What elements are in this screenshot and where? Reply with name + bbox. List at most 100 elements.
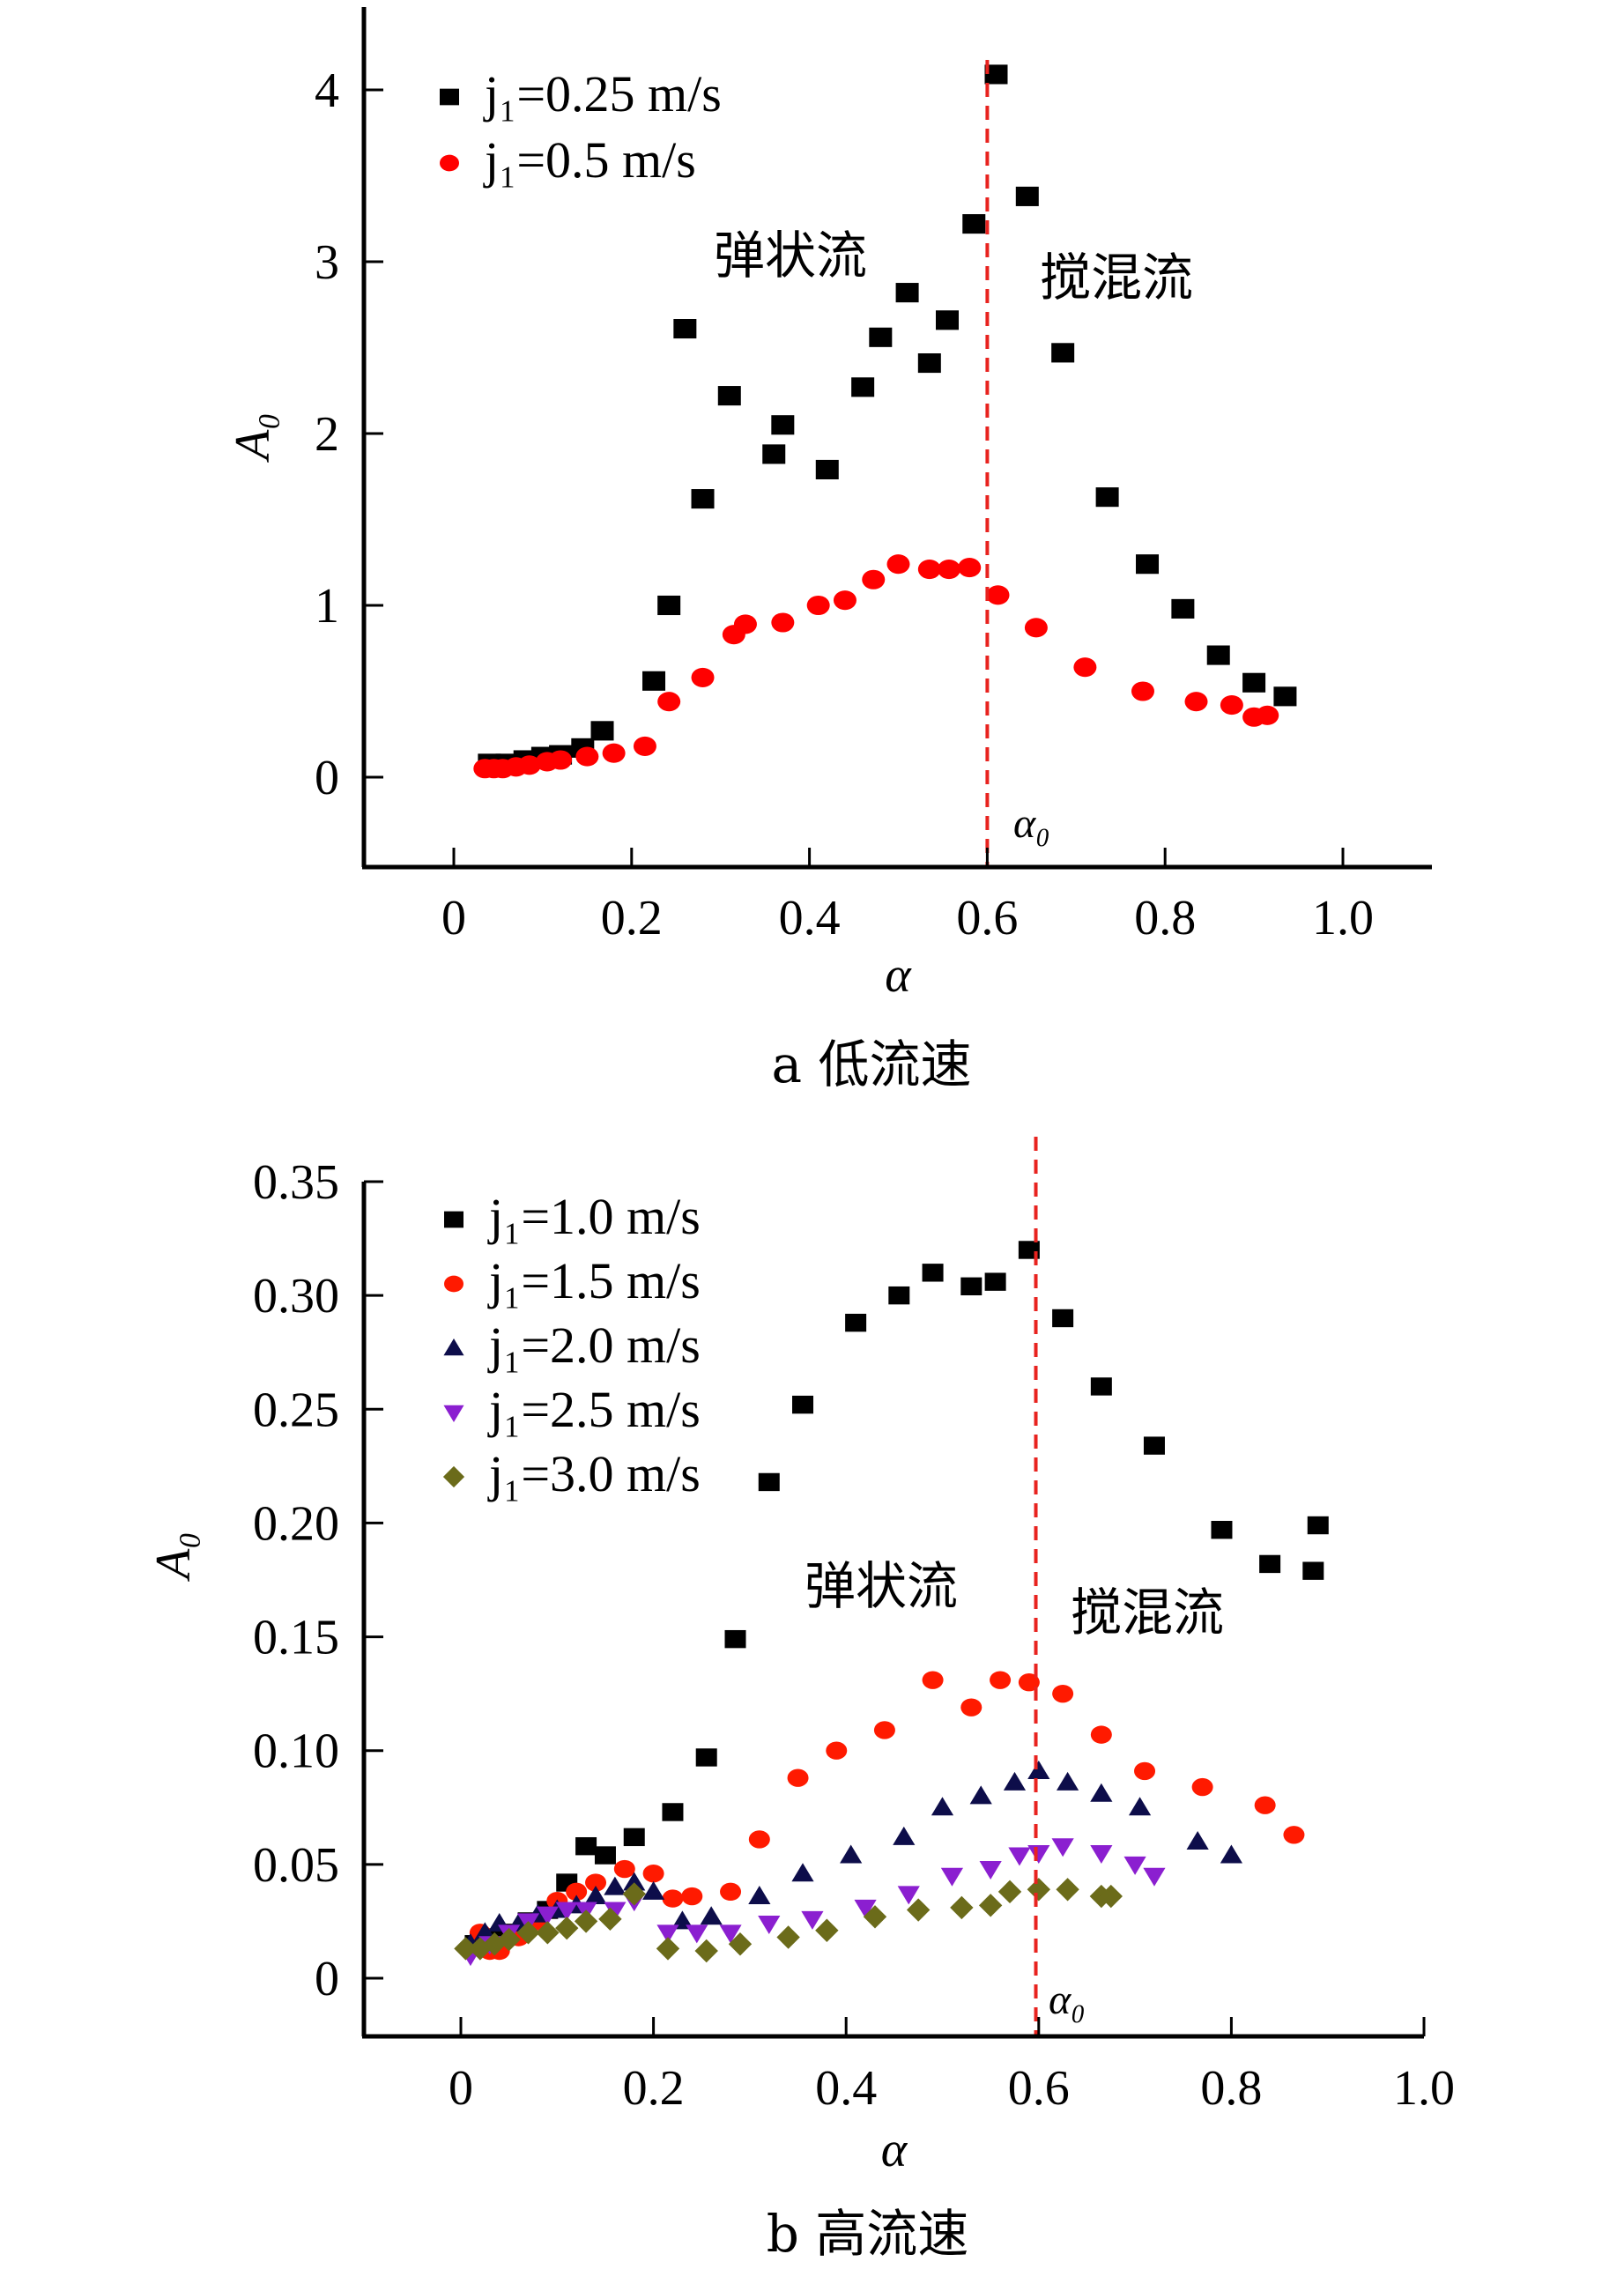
data-point xyxy=(851,377,875,397)
data-point xyxy=(454,1937,478,1961)
x-tick-label: 0.8 xyxy=(1134,891,1196,945)
data-point xyxy=(940,1867,964,1887)
chart-b-marks xyxy=(454,1241,1329,1967)
legend-item: j₁=1.0 m/s xyxy=(444,1188,701,1245)
data-point xyxy=(1051,1838,1074,1857)
x-tick-label: 0.4 xyxy=(815,2061,877,2116)
data-point xyxy=(1015,186,1039,206)
data-point xyxy=(575,746,599,767)
data-point xyxy=(969,1785,992,1805)
data-point xyxy=(935,310,959,330)
data-point xyxy=(700,1906,723,1925)
data-point xyxy=(623,1872,646,1891)
data-point xyxy=(694,1939,718,1963)
data-point xyxy=(840,1844,863,1864)
data-point xyxy=(1307,1516,1329,1535)
data-point xyxy=(917,560,941,580)
data-point xyxy=(1052,1309,1074,1328)
legend-item: j₁=0.25 m/s xyxy=(440,65,722,122)
data-point xyxy=(979,1861,1002,1880)
x-tick-label: 1.0 xyxy=(1393,2061,1455,2116)
x-tick-label: 0 xyxy=(441,891,466,945)
data-point xyxy=(815,459,839,479)
chart-b-y-axis-title: A₀ xyxy=(146,1531,201,1583)
data-point xyxy=(1220,695,1243,716)
data-point xyxy=(806,595,830,616)
legend-marker xyxy=(440,88,459,106)
data-point xyxy=(468,1937,493,1961)
data-point xyxy=(517,755,541,775)
data-point xyxy=(1143,1436,1165,1455)
data-point xyxy=(602,743,626,763)
data-point xyxy=(642,671,666,691)
legend-item: j₁=1.5 m/s xyxy=(444,1252,701,1309)
data-point xyxy=(1090,1844,1113,1864)
chart-a-churn-flow-label: 搅混流 xyxy=(1040,248,1193,308)
legend-marker xyxy=(442,1465,465,1488)
legend-label: j₁=2.0 m/s xyxy=(487,1316,701,1374)
chart-b-legend: j₁=1.0 m/s j₁=1.5 m/s j₁=2.0 m/s j₁=2.5 m/s… xyxy=(442,1188,701,1502)
legend-label: j₁=3.0 m/s xyxy=(487,1445,701,1502)
data-point xyxy=(1191,1777,1213,1797)
chart-a-x-axis-title: α xyxy=(885,948,912,1003)
data-point xyxy=(719,1924,742,1944)
data-point xyxy=(1008,1847,1031,1866)
data-point xyxy=(758,1916,781,1935)
data-point xyxy=(1131,681,1154,701)
data-point xyxy=(1090,1377,1112,1396)
data-point xyxy=(863,1905,887,1929)
data-point xyxy=(776,1925,800,1949)
data-point xyxy=(1027,1878,1050,1902)
data-point xyxy=(1003,1771,1027,1791)
data-point xyxy=(1143,1867,1166,1887)
data-point xyxy=(906,1898,931,1922)
chart-a-slug-flow-label: 弹状流 xyxy=(714,226,867,285)
data-point xyxy=(671,1910,693,1930)
data-point xyxy=(1136,554,1160,575)
series-4 xyxy=(454,1878,1123,1963)
data-point xyxy=(1090,1725,1112,1744)
chart-a-y-axis-title: A₀ xyxy=(226,412,280,463)
chart-a-marks xyxy=(473,64,1297,779)
data-point xyxy=(566,1882,588,1902)
data-point xyxy=(997,1880,1022,1904)
data-point xyxy=(536,1906,559,1925)
data-point xyxy=(686,1924,708,1944)
data-point xyxy=(695,1748,717,1767)
data-point xyxy=(642,1864,664,1883)
data-point xyxy=(1123,1856,1146,1875)
data-point xyxy=(950,1895,974,1920)
data-point xyxy=(1259,1554,1281,1574)
data-point xyxy=(656,1937,680,1961)
data-point xyxy=(1171,598,1195,619)
data-point xyxy=(1242,672,1266,693)
data-point xyxy=(691,489,715,509)
data-point xyxy=(575,1836,597,1856)
data-point xyxy=(594,1846,616,1865)
chart-b-x-axis-title: α xyxy=(881,2123,908,2177)
data-point xyxy=(1024,618,1048,638)
data-point xyxy=(895,283,919,303)
data-point xyxy=(604,1876,627,1895)
data-point xyxy=(917,353,941,374)
y-tick-label: 0.20 xyxy=(253,1496,339,1551)
data-point xyxy=(938,560,961,580)
data-point xyxy=(1056,1878,1079,1902)
data-point xyxy=(978,1894,1003,1917)
data-point xyxy=(1027,1760,1050,1779)
chart-a-axes: 0 0.2 0.4 0.6 0.8 1.0 0 1 2 3 4 xyxy=(315,7,1432,945)
data-point xyxy=(733,614,757,634)
data-point xyxy=(984,64,1008,85)
data-point xyxy=(1206,645,1230,665)
y-tick-label: 0.15 xyxy=(253,1611,339,1665)
data-point xyxy=(762,444,786,464)
data-point xyxy=(555,1902,578,1921)
data-point xyxy=(758,1472,780,1492)
data-point xyxy=(1256,705,1279,725)
data-point xyxy=(623,1828,645,1847)
x-tick-label: 0 xyxy=(449,2061,473,2116)
y-tick-label: 4 xyxy=(315,63,339,118)
data-point xyxy=(590,721,614,741)
x-tick-label: 0.4 xyxy=(779,891,841,945)
data-point xyxy=(845,1313,867,1332)
